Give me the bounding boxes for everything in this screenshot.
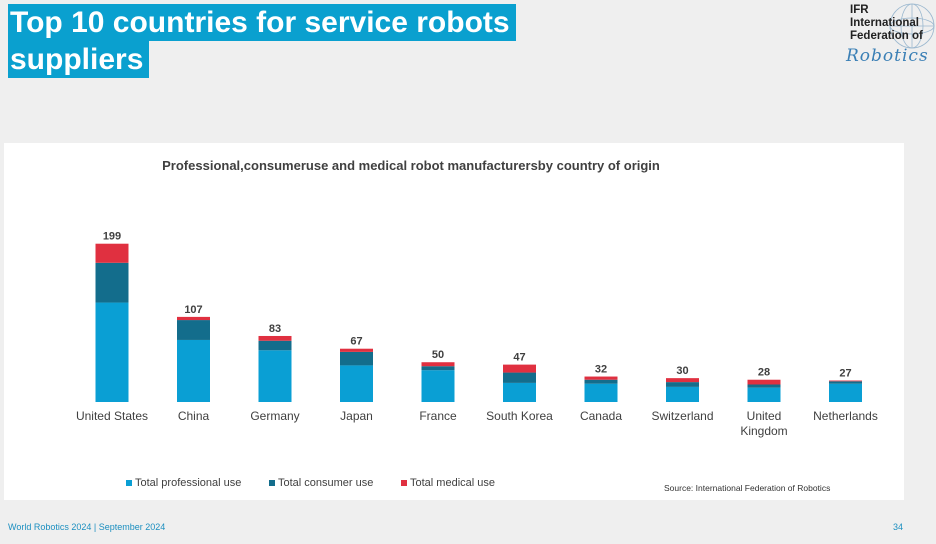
bar-netherlands-total-medical-use	[829, 380, 862, 382]
bar-switzerland-total-medical-use	[666, 378, 699, 383]
bar-united-states-total-professional-use	[95, 302, 129, 402]
data-label-china: 107	[184, 304, 202, 316]
logo-script-robotics: Robotics	[846, 46, 929, 66]
x-tick-label-france: France	[419, 409, 457, 423]
logo-line-federation: Federation of	[850, 30, 923, 42]
bar-south-korea-total-medical-use	[503, 364, 536, 373]
data-label-france: 50	[432, 349, 444, 361]
stacked-bar-chart: Professional,consumeruse and medical rob…	[76, 158, 878, 493]
x-tick-label-united-kingdom: United Kingdom	[740, 409, 787, 438]
chart-panel: Professional,consumeruse and medical rob…	[4, 143, 904, 500]
bar-canada-total-medical-use	[584, 376, 618, 380]
bar-france-total-medical-use	[421, 362, 455, 367]
bar-canada-total-consumer-use	[584, 379, 618, 384]
x-tick-label-germany: Germany	[250, 409, 299, 423]
legend-item-total-professional-use: Total professional use	[126, 477, 241, 489]
legend-label-total-consumer-use: Total consumer use	[278, 477, 373, 489]
bar-japan-total-consumer-use	[340, 351, 373, 366]
bar-netherlands-total-consumer-use	[829, 381, 862, 384]
bar-united-states-total-medical-use	[95, 243, 129, 263]
bar-france-total-professional-use	[421, 370, 455, 402]
bar-china-total-medical-use	[177, 316, 210, 321]
x-tick-label-south-korea: South Korea	[486, 409, 553, 423]
bar-united-states-total-consumer-use	[95, 262, 129, 303]
bar-united-kingdom-total-medical-use	[747, 379, 781, 385]
bar-canada-total-professional-use	[584, 383, 618, 402]
x-tick-label-united-states: United States	[76, 409, 148, 423]
data-label-united-states: 199	[103, 231, 121, 243]
data-label-japan: 67	[350, 336, 362, 348]
bar-netherlands-total-professional-use	[829, 383, 862, 402]
bar-united-kingdom-total-professional-use	[747, 387, 781, 402]
data-label-south-korea: 47	[513, 352, 525, 364]
bar-south-korea-total-consumer-use	[503, 372, 536, 383]
legend-label-total-professional-use: Total professional use	[135, 477, 241, 489]
slide-title-line-2: suppliers	[8, 41, 150, 78]
bar-japan-total-medical-use	[340, 348, 373, 352]
legend-item-total-medical-use: Total medical use	[401, 477, 495, 489]
x-tick-label-china: China	[178, 409, 210, 423]
data-label-netherlands: 27	[839, 368, 851, 380]
chart-source: Source: International Federation of Robo…	[664, 483, 830, 493]
x-tick-label-switzerland: Switzerland	[651, 409, 713, 423]
bar-china-total-professional-use	[177, 339, 210, 402]
logo-line-ifr: IFR	[850, 4, 869, 16]
data-label-canada: 32	[595, 364, 607, 376]
bar-germany-total-professional-use	[258, 350, 292, 402]
logo-line-international: International	[850, 17, 920, 29]
ifr-logo: IFR International Federation of Robotics	[838, 3, 936, 66]
legend-swatch-total-professional-use	[126, 480, 132, 486]
legend-label-total-medical-use: Total medical use	[410, 477, 495, 489]
bar-switzerland-total-consumer-use	[666, 382, 699, 387]
chart-title: Professional,consumeruse and medical rob…	[162, 158, 660, 173]
x-tick-label-netherlands: Netherlands	[813, 409, 878, 423]
legend-swatch-total-consumer-use	[269, 480, 275, 486]
legend-item-total-consumer-use: Total consumer use	[269, 477, 373, 489]
footer-text: World Robotics 2024 | September 2024	[8, 522, 166, 532]
x-tick-label-japan: Japan	[340, 409, 373, 423]
x-tick-label-canada: Canada	[580, 409, 622, 423]
legend-swatch-total-medical-use	[401, 480, 407, 486]
bar-china-total-consumer-use	[177, 320, 210, 340]
bar-france-total-consumer-use	[421, 366, 455, 371]
bar-united-kingdom-total-consumer-use	[747, 384, 781, 388]
bar-switzerland-total-professional-use	[666, 386, 699, 402]
globe-icon	[889, 3, 935, 49]
bar-germany-total-consumer-use	[258, 340, 292, 351]
bar-south-korea-total-professional-use	[503, 382, 536, 402]
data-label-switzerland: 30	[676, 365, 688, 377]
slide-title-line-1: Top 10 countries for service robots	[8, 4, 516, 41]
bar-germany-total-medical-use	[258, 335, 292, 341]
page-number: 34	[893, 522, 904, 532]
bar-japan-total-professional-use	[340, 365, 373, 402]
data-label-germany: 83	[269, 323, 281, 335]
data-label-united-kingdom: 28	[758, 367, 770, 379]
